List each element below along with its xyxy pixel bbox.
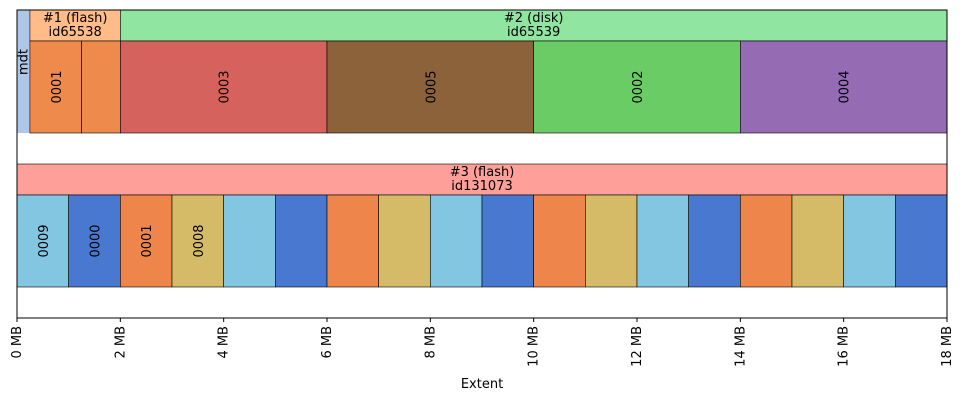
- x-tick-label: 4 MB: [217, 326, 232, 359]
- extent-label: 0000: [89, 224, 104, 257]
- x-axis-label: Extent: [461, 377, 503, 392]
- extent-label: 0003: [218, 70, 233, 103]
- plot-frame: [16, 9, 948, 319]
- x-tick-label: 12 MB: [630, 326, 645, 367]
- extent-bar: [533, 40, 741, 134]
- extent-bar: [171, 194, 224, 288]
- extent-bar: [430, 194, 483, 288]
- extent-bar: [636, 194, 689, 288]
- extent-bar: [843, 194, 896, 288]
- extent-bar: [740, 40, 948, 134]
- extent-bar: [29, 40, 82, 134]
- pool-id: id65539: [507, 25, 560, 40]
- extent-bar: [120, 194, 173, 288]
- extent-label: 0008: [192, 224, 207, 257]
- extent-bar: [81, 40, 121, 134]
- extent-bar: [740, 194, 793, 288]
- extent-label: 0001: [140, 224, 155, 257]
- extent-label: 0002: [631, 70, 646, 103]
- x-tick-label: 0 MB: [10, 326, 25, 359]
- extent-bar: [533, 194, 586, 288]
- pool-title: #1 (flash): [43, 11, 108, 26]
- extent-bar: [120, 40, 328, 134]
- extent-bar: [326, 194, 379, 288]
- x-tick-label: 18 MB: [940, 326, 955, 367]
- extent-label: 0001: [50, 70, 65, 103]
- extent-bar: [688, 194, 741, 288]
- extent-bar: [585, 194, 638, 288]
- pool-header: [16, 163, 948, 196]
- extent-bar: [378, 194, 431, 288]
- pool-title: #2 (disk): [504, 11, 564, 26]
- mdt-bar: [17, 10, 30, 133]
- extent-bar: [275, 194, 328, 288]
- x-tick-label: 10 MB: [527, 326, 542, 367]
- extent-label: 0004: [838, 70, 853, 103]
- extent-label: 0005: [424, 70, 439, 103]
- x-axis: 0 MB 2 MB 4 MB 6 MB 8 MB 10 MB 12 MB 14 MB 16 MB…: [10, 318, 955, 367]
- extent-label: 0009: [37, 224, 52, 257]
- x-tick-label: 8 MB: [423, 326, 438, 359]
- pool-id: id131073: [451, 179, 513, 194]
- extent-bar: [481, 194, 534, 288]
- extent-bar: [326, 40, 534, 134]
- extent-bar: [16, 194, 69, 288]
- x-tick-label: 14 MB: [733, 326, 748, 367]
- x-tick-label: 2 MB: [113, 326, 128, 359]
- extent-bar: [791, 194, 844, 288]
- extent-bar: [223, 194, 276, 288]
- pool-id: id65538: [49, 25, 102, 40]
- pool-title: #3 (flash): [450, 165, 515, 180]
- x-tick-label: 6 MB: [320, 326, 335, 359]
- chart-bands: mdt #1 (flash)id65538 0001 #2 (disk)id65539…: [16, 9, 948, 288]
- extent-bar: [895, 194, 948, 288]
- mdt-label: mdt: [16, 49, 31, 75]
- x-tick-label: 16 MB: [837, 326, 852, 367]
- extent-bar: [68, 194, 121, 288]
